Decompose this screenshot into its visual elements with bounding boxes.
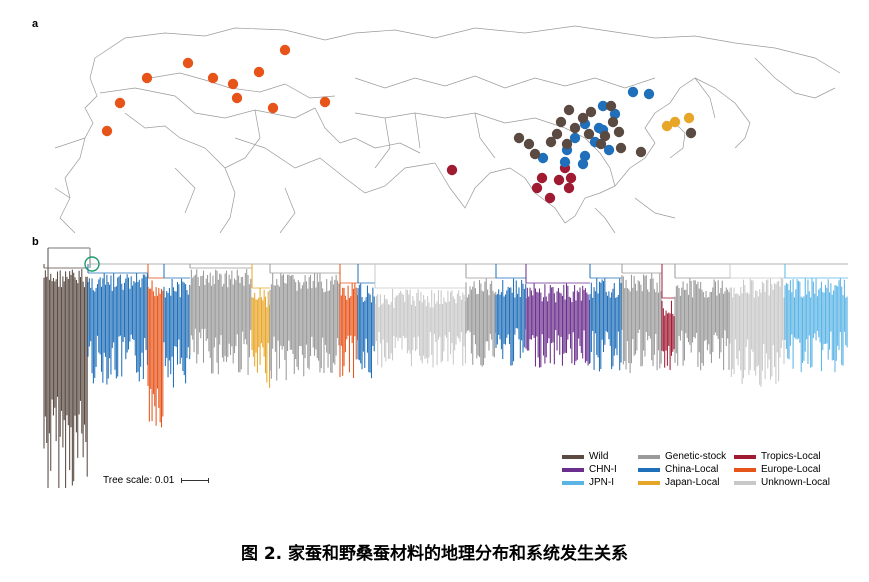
sample-dot-europe-local <box>319 96 331 108</box>
sample-dot-europe-local <box>101 125 113 137</box>
sample-dot-wild <box>685 127 697 139</box>
sample-dot-tropics-local <box>544 192 556 204</box>
phylogenetic-tree <box>43 247 848 488</box>
sample-dot-china-local <box>577 158 589 170</box>
sample-dot-wild <box>613 126 625 138</box>
legend-label: JPN-I <box>589 477 614 488</box>
sample-dot-japan-local <box>683 112 695 124</box>
legend-swatch <box>734 454 756 459</box>
root-highlight-circle <box>84 256 100 272</box>
sample-dot-japan-local <box>661 120 673 132</box>
sample-dot-europe-local <box>182 57 194 69</box>
sample-dot-china-local <box>627 86 639 98</box>
legend-item-unknown-local: Unknown-Local <box>734 477 830 488</box>
legend-swatch <box>562 467 584 472</box>
sample-dot-china-local <box>559 156 571 168</box>
sample-dot-wild <box>563 104 575 116</box>
sample-dot-wild <box>555 116 567 128</box>
sample-dot-wild <box>529 148 541 160</box>
sample-dot-wild <box>615 142 627 154</box>
legend: Wild CHN-I JPN-I Genetic-stock China-Loc… <box>562 451 862 499</box>
sample-dot-europe-local <box>267 102 279 114</box>
sample-dot-china-local <box>643 88 655 100</box>
legend-label: Japan-Local <box>665 477 720 488</box>
legend-label: China-Local <box>665 464 719 475</box>
tree-scale-label: Tree scale: 0.01 <box>103 475 175 486</box>
legend-item-china-local: China-Local <box>638 464 718 475</box>
sample-dot-wild <box>513 132 525 144</box>
sample-dot-china-local <box>593 122 605 134</box>
sample-dot-china-local <box>569 132 581 144</box>
sample-dot-wild <box>577 112 589 124</box>
sample-dot-china-local <box>537 152 549 164</box>
legend-label: Tropics-Local <box>761 451 821 462</box>
sample-dot-wild <box>583 128 595 140</box>
legend-swatch <box>638 480 660 485</box>
legend-label: Unknown-Local <box>761 477 830 488</box>
sample-dot-europe-local <box>207 72 219 84</box>
sample-dot-europe-local <box>141 72 153 84</box>
legend-item-wild: Wild <box>562 451 608 462</box>
legend-item-europe-local: Europe-Local <box>734 464 820 475</box>
sample-dot-china-local <box>603 144 615 156</box>
legend-swatch <box>562 454 584 459</box>
legend-item-japan-local: Japan-Local <box>638 477 719 488</box>
country-borders <box>55 25 841 233</box>
sample-dot-wild <box>561 138 573 150</box>
legend-label: Wild <box>589 451 609 462</box>
legend-item-chn-i: CHN-I <box>562 464 617 475</box>
sample-dot-wild <box>607 116 619 128</box>
tree-scale: Tree scale: 0.01 <box>103 475 210 486</box>
panel-label-a: a <box>32 18 39 30</box>
panel-label-b: b <box>32 236 39 248</box>
legend-swatch <box>734 467 756 472</box>
sample-dot-europe-local <box>279 44 291 56</box>
legend-label: Genetic-stock <box>665 451 727 462</box>
sample-dot-wild <box>569 122 581 134</box>
sample-dot-wild <box>599 130 611 142</box>
sample-dot-tropics-local <box>446 164 458 176</box>
world-map <box>55 25 841 233</box>
sample-dot-wild <box>523 138 535 150</box>
sample-dot-china-local <box>597 100 609 112</box>
legend-swatch <box>562 480 584 485</box>
legend-item-genetic-stock: Genetic-stock <box>638 451 726 462</box>
legend-label: CHN-I <box>589 464 617 475</box>
sample-dot-wild <box>635 146 647 158</box>
sample-dot-wild <box>585 106 597 118</box>
legend-item-jpn-i: JPN-I <box>562 477 614 488</box>
sample-dot-europe-local <box>253 66 265 78</box>
tree-scale-bar <box>181 478 210 483</box>
sample-dot-china-local <box>579 150 591 162</box>
legend-swatch <box>734 480 756 485</box>
sample-dot-wild <box>545 136 557 148</box>
legend-label: Europe-Local <box>761 464 821 475</box>
sample-dot-wild <box>605 100 617 112</box>
sample-dot-china-local <box>609 108 621 120</box>
sample-dot-wild <box>551 128 563 140</box>
legend-swatch <box>638 454 660 459</box>
sample-dot-wild <box>595 138 607 150</box>
sample-dot-tropics-local <box>536 172 548 184</box>
legend-item-tropics-local: Tropics-Local <box>734 451 821 462</box>
sample-dot-europe-local <box>114 97 126 109</box>
sample-dot-japan-local <box>669 116 681 128</box>
sample-dot-tropics-local <box>563 182 575 194</box>
tree-leaves <box>43 268 848 488</box>
sample-dot-tropics-local <box>553 174 565 186</box>
sample-dot-tropics-local <box>531 182 543 194</box>
sample-dots <box>101 44 697 204</box>
sample-dot-europe-local <box>227 78 239 90</box>
figure-caption: 图 2. 家蚕和野桑蚕材料的地理分布和系统发生关系 <box>240 544 629 564</box>
legend-swatch <box>638 467 660 472</box>
sample-dot-tropics-local <box>565 172 577 184</box>
sample-dot-europe-local <box>231 92 243 104</box>
